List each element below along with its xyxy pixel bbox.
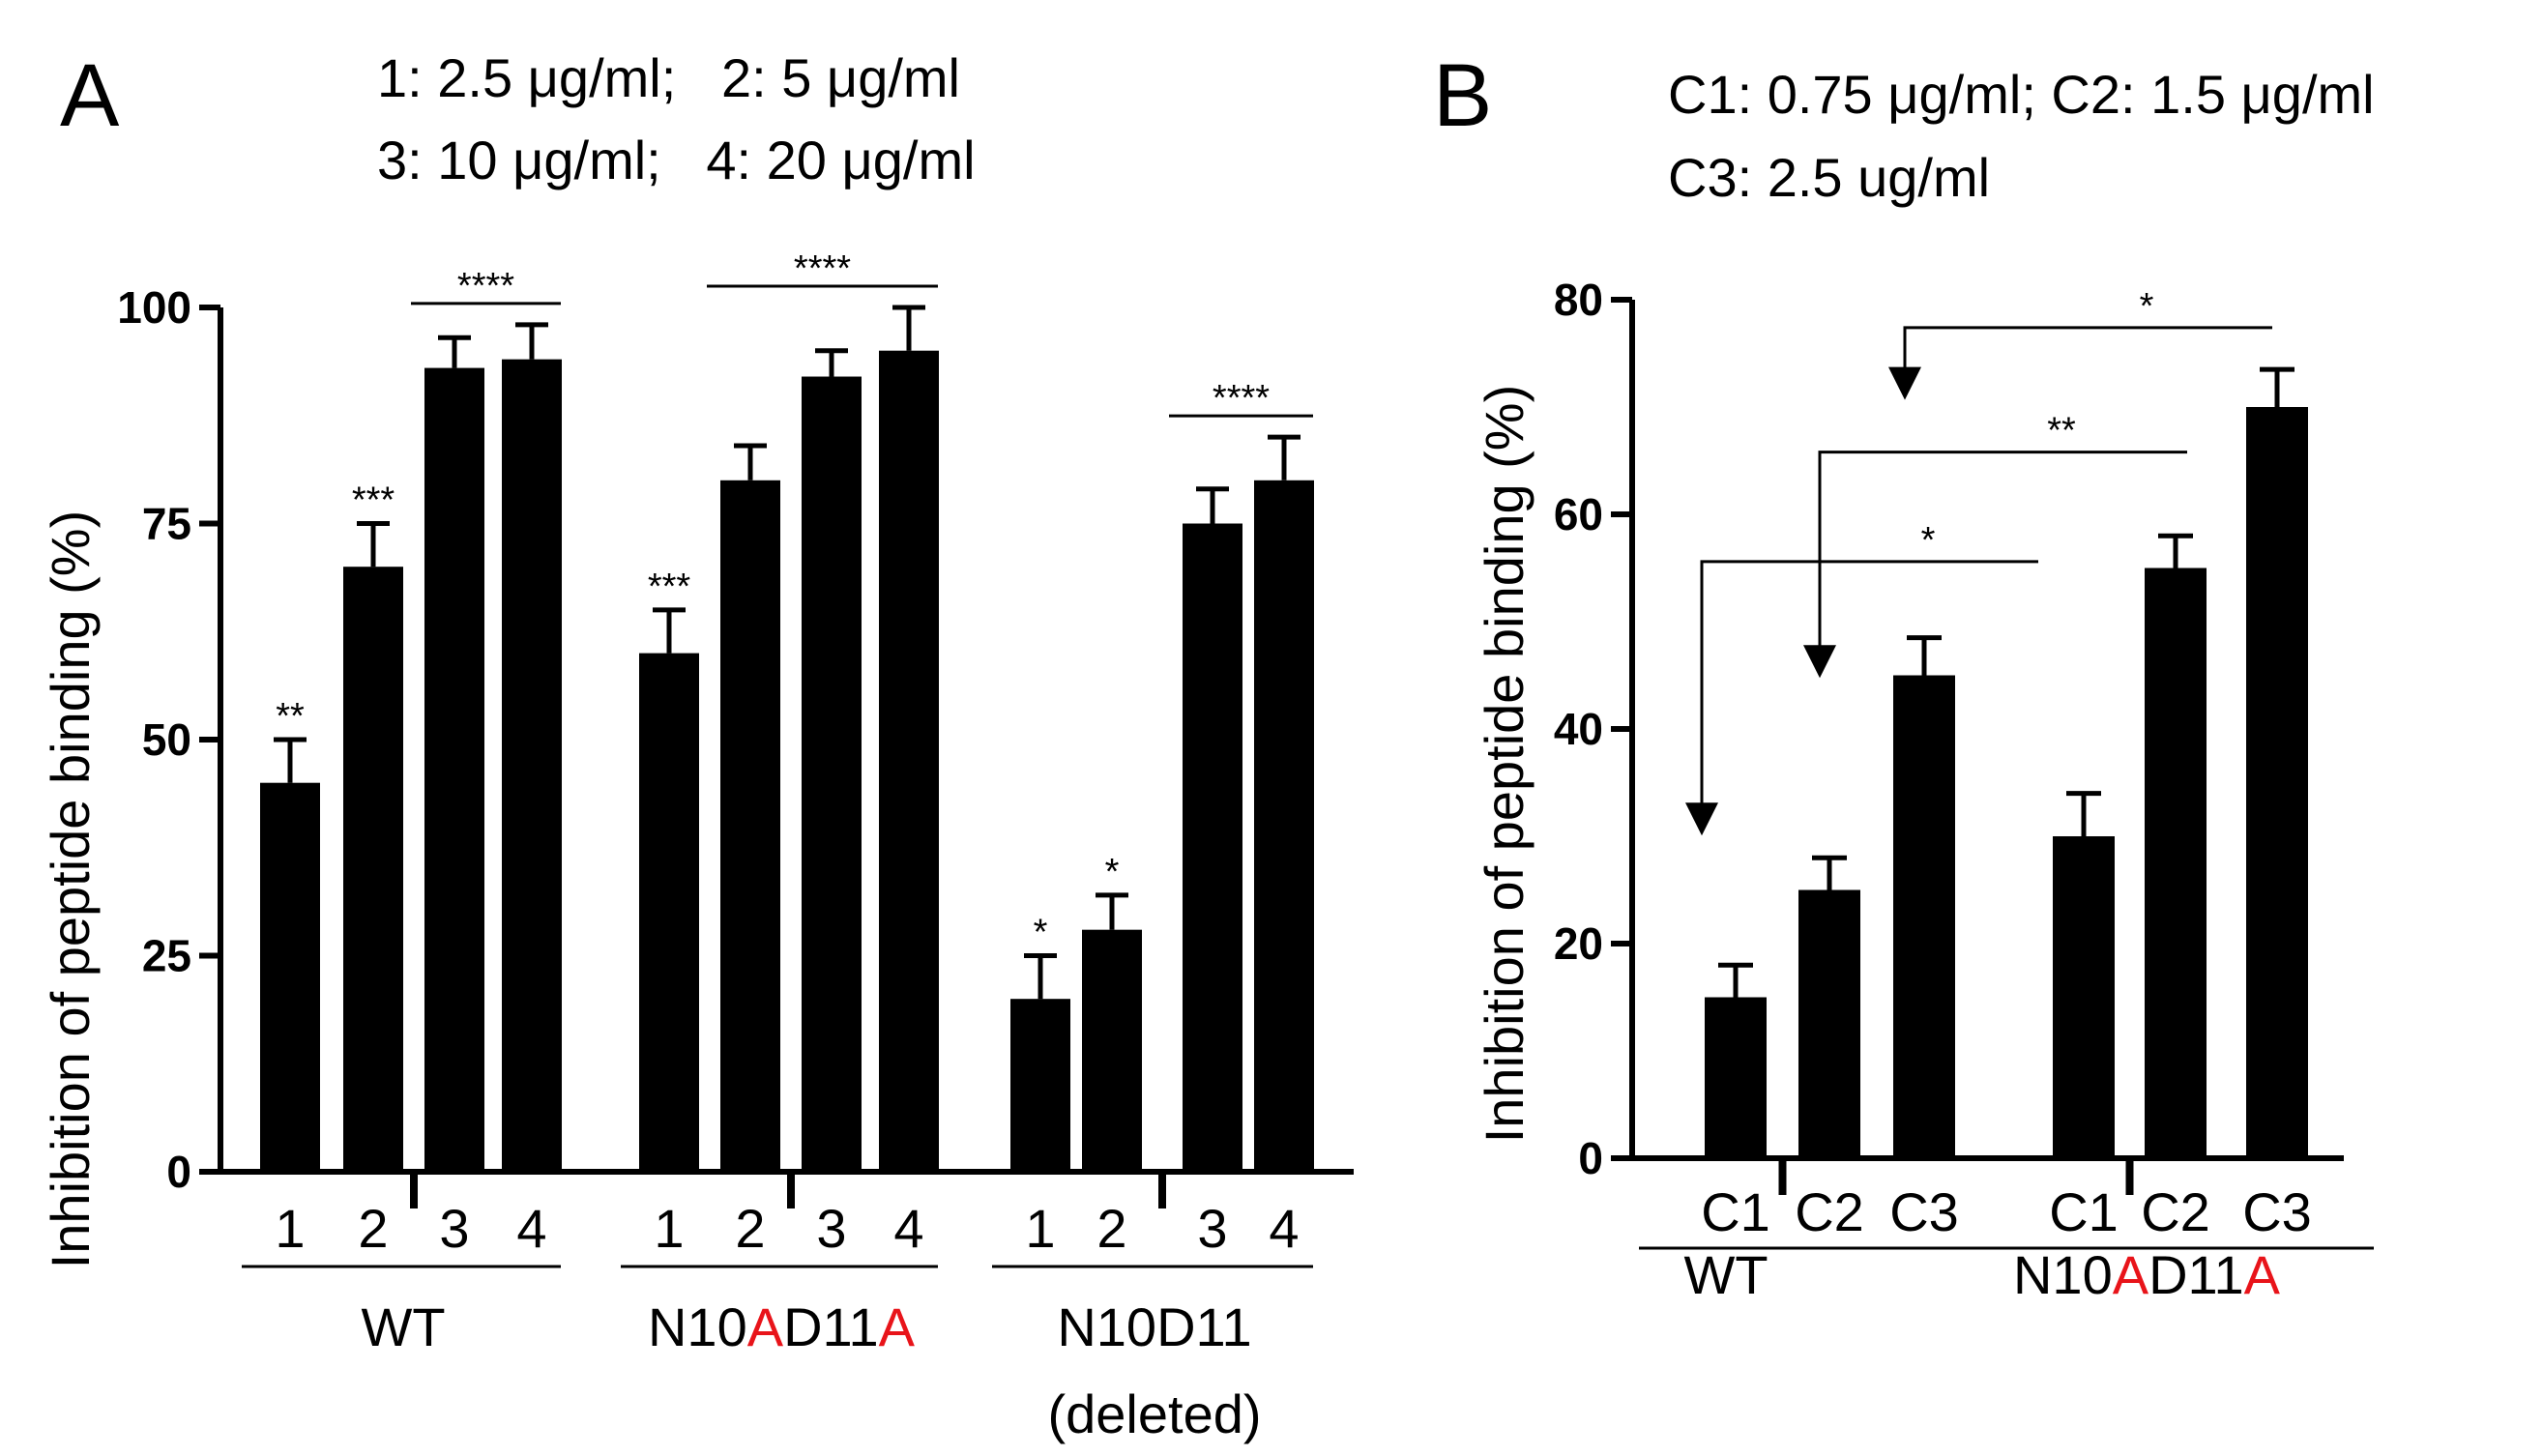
panel-a-significance-g2-1: *	[1105, 852, 1120, 892]
panel-b-comparison-line-1	[1818, 451, 2187, 652]
panel-a-x-tick-label-g0-0: 1	[275, 1198, 305, 1259]
panel-a-bar-g0-3	[502, 359, 562, 1172]
panel-a-x-tick-label-g1-2: 3	[816, 1198, 846, 1259]
panel-a-bar-g2-2	[1183, 523, 1242, 1172]
panel-b-legend-line-1: C1: 0.75 μg/ml; C2: 1.5 μg/ml	[1668, 64, 2375, 125]
panel-a-legend-line-2: 3: 10 μg/ml; 4: 20 μg/ml	[377, 130, 976, 190]
panel-a-bar-g0-1	[343, 567, 403, 1172]
panel-a-bracket-label-1: ****	[794, 248, 851, 289]
panel-a-bracket-label-0: ****	[457, 266, 514, 306]
panel-b-bar-g1-0	[2053, 836, 2115, 1158]
panel-a-x-tick-label-g0-2: 3	[439, 1198, 469, 1259]
panel-b-x-tick-label-g1-1: C2	[2141, 1181, 2210, 1242]
panel-a-x-tick-label-g2-2: 3	[1197, 1198, 1227, 1259]
panel-a-legend-line-1: 1: 2.5 μg/ml; 2: 5 μg/ml	[377, 47, 960, 108]
panel-b-comparison-label-0: *	[1921, 520, 1936, 561]
panel-a-bar-g0-0	[260, 782, 320, 1172]
panel-b-y-tick-label-4: 80	[1554, 275, 1603, 325]
panel-b-y-tick-label-3: 60	[1554, 489, 1603, 539]
panel-a-group-label-2: N10D11	[1057, 1296, 1251, 1357]
panel-a-bar-g1-0	[639, 653, 699, 1172]
panel-b-x-tick-label-g0-2: C3	[1889, 1181, 1959, 1242]
panel-b-x-tick-label-g0-1: C2	[1795, 1181, 1864, 1242]
panel-a-y-tick-label-1: 25	[142, 931, 191, 981]
panel-a-bar-g0-2	[424, 367, 484, 1173]
panel-a-x-tick-label-g1-1: 2	[735, 1198, 765, 1259]
panel-b-y-tick-label-0: 0	[1578, 1133, 1603, 1183]
panel-a-group-label-1-part-2: D11	[783, 1296, 879, 1357]
panel-a-y-tick-label-2: 50	[142, 714, 191, 765]
panel-b-y-axis-label: Inhibition of peptide binding (%)	[1474, 385, 1535, 1144]
panel-a-bar-g2-0	[1010, 999, 1070, 1172]
panel-a-x-tick-label-g2-3: 4	[1269, 1198, 1299, 1259]
panel-b-group-label-1: N10AD11A	[2013, 1244, 2281, 1305]
panel-a-x-tick-label-g1-3: 4	[893, 1198, 923, 1259]
panel-b-comparison-arrowhead-2	[1888, 366, 1921, 400]
panel-a-group-label-1-part-3: A	[879, 1296, 916, 1357]
panel-b-group-label-1-part-2: D11	[2148, 1244, 2244, 1305]
panel-b-bar-g1-1	[2145, 568, 2207, 1158]
panel-b-group-label-0-part-0: WT	[1683, 1244, 1768, 1305]
panel-b-bar-g0-2	[1893, 675, 1955, 1158]
panel-b-x-tick-label-g1-0: C1	[2049, 1181, 2119, 1242]
panel-a-bar-g1-2	[802, 376, 862, 1172]
panel-a-x-tick-label-g0-1: 2	[358, 1198, 388, 1259]
panel-b-comparison-arrowhead-1	[1803, 645, 1836, 679]
panel-b-letter: B	[1433, 46, 1492, 145]
panel-b-y-tick-label-2: 40	[1554, 704, 1603, 754]
panel-b-comparison-arrowhead-0	[1685, 802, 1718, 836]
panel-b-group-label-1-part-3: A	[2244, 1244, 2281, 1305]
panel-a-bar-g1-3	[879, 350, 939, 1172]
panel-a-significance-g1-0: ***	[648, 567, 691, 607]
panel-b-comparison-line-2	[1903, 326, 2272, 373]
panel-a-group-label-2-part-0: N10D11	[1057, 1296, 1251, 1357]
panel-a-group-label-2-line-2: (deleted)	[1047, 1383, 1261, 1444]
panel-b-x-tick-label-g1-2: C3	[2242, 1181, 2312, 1242]
panel-b-group-label-1-part-1: A	[2113, 1244, 2149, 1305]
panel-a-x-tick-label-g1-0: 1	[654, 1198, 684, 1259]
panel-a-bar-g1-1	[720, 480, 780, 1172]
panel-b-comparison-label-2: *	[2140, 286, 2154, 327]
panel-a-group-label-1-part-0: N10	[648, 1296, 747, 1357]
panel-a-y-tick-label-4: 100	[117, 282, 191, 333]
panel-a-significance-g0-0: **	[276, 696, 305, 737]
panel-b-group-label-1-part-0: N10	[2013, 1244, 2113, 1305]
panel-b-legend-line-2: C3: 2.5 ug/ml	[1668, 147, 1990, 208]
panel-a-x-tick-label-g0-3: 4	[516, 1198, 546, 1259]
panel-a-y-axis-label: Inhibition of peptide binding (%)	[40, 510, 101, 1269]
panel-b-bar-g0-0	[1705, 997, 1767, 1158]
panel-b-comparison-label-1: **	[2047, 411, 2076, 451]
panel-a-y-tick-label-0: 0	[166, 1147, 191, 1197]
panel-b-y-tick-label-1: 20	[1554, 918, 1603, 969]
panel-a-group-label-1: N10AD11A	[648, 1296, 916, 1357]
panel-a-bar-g2-3	[1254, 480, 1314, 1172]
panel-b-x-tick-label-g0-0: C1	[1701, 1181, 1770, 1242]
panel-a-significance-g2-0: *	[1034, 913, 1048, 953]
panel-a-group-label-0-part-0: WT	[361, 1296, 445, 1357]
panel-a-bar-g2-1	[1082, 929, 1142, 1172]
panel-a-x-tick-label-g2-1: 2	[1096, 1198, 1126, 1259]
panel-a-x-tick-label-g2-0: 1	[1025, 1198, 1055, 1259]
panel-b-comparison-line-0	[1700, 560, 2038, 809]
panel-a-bracket-label-2: ****	[1213, 378, 1270, 419]
panel-a-significance-g0-1: ***	[352, 480, 395, 521]
panel-b-group-label-0: WT	[1683, 1244, 1768, 1305]
panel-a-group-label-0: WT	[361, 1296, 445, 1357]
panel-a-y-tick-label-3: 75	[142, 499, 191, 549]
panel-a-letter: A	[60, 46, 120, 145]
panel-b-bar-g1-2	[2246, 407, 2308, 1158]
panel-a-group-label-1-part-1: A	[747, 1296, 784, 1357]
panel-b-bar-g0-1	[1798, 889, 1860, 1158]
